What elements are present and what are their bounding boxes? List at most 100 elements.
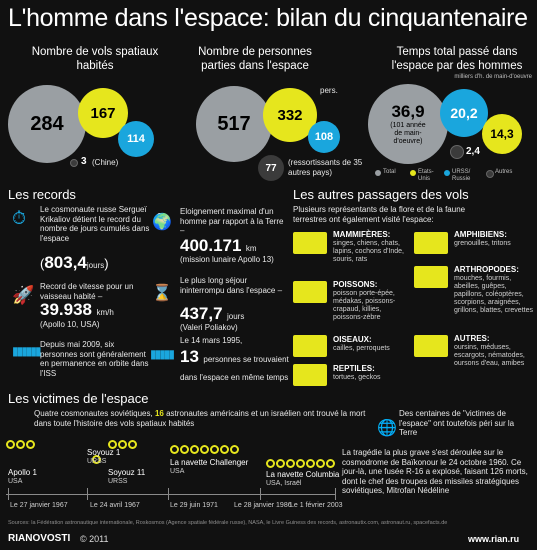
victims-side-text: La tragédie la plus grave s'est déroulée… <box>342 448 528 495</box>
record-stay-note: (Valeri Poliakov) <box>180 323 238 332</box>
event-columbia-name: La navette Columbia <box>266 470 340 479</box>
crew-icon: ▮▮▮▮▮ <box>150 347 175 361</box>
timeline-tick <box>87 488 88 500</box>
event-challenger-date: Le 28 janvier 1986 <box>234 502 292 509</box>
victims-intro-b: astronautes américains et un israélien o… <box>34 409 366 428</box>
victim-marker <box>190 445 199 454</box>
col1-total-circle: 284 <box>8 85 86 163</box>
victim-marker <box>16 440 25 449</box>
victims-intro: Quatre cosmonautes soviétiques, 16 astro… <box>34 409 374 428</box>
records-heading: Les records <box>8 187 76 202</box>
record-speed-value: 39.938 <box>40 300 92 319</box>
passenger-mammals-text: singes, chiens, chats, lapins, cochons d… <box>333 240 404 263</box>
footer-site-link[interactable]: www.rian.ru <box>468 534 520 544</box>
insect-icon <box>414 266 448 288</box>
record-crowd-value: 13 <box>180 347 199 366</box>
record-stay: 437,7 jours <box>180 304 244 324</box>
victim-marker <box>6 440 15 449</box>
timeline-tick <box>260 488 261 500</box>
timeline-tick <box>8 488 9 500</box>
victim-marker <box>170 445 179 454</box>
passenger-fish-text: poisson porte-épée, médakas, poissons-cr… <box>333 290 396 321</box>
victim-marker <box>220 445 229 454</box>
record-crowd-text2: personnes se trouvaient dans l'espace en… <box>180 355 289 382</box>
victim-marker <box>118 440 127 449</box>
col3-usa-value: 14,3 <box>490 127 514 141</box>
record-distance-text: Eloignement maximal d'un homme par rappo… <box>180 207 284 235</box>
rocket-icon: 🚀 <box>12 285 35 305</box>
passenger-birds-text: cailles, perroquets <box>333 345 390 352</box>
legend-autres-swatch <box>486 170 494 178</box>
victim-marker <box>296 459 305 468</box>
col3-urss-circle: 20,2 <box>440 89 488 137</box>
stopwatch-icon: ⏱ <box>12 208 27 228</box>
record-distance-value: 400.171 <box>180 236 242 255</box>
col1-usa-circle: 167 <box>78 88 128 138</box>
passenger-other-text: oursins, méduses, escargots, nématodes, … <box>454 344 525 367</box>
timeline-axis <box>6 494 336 495</box>
col3-total-value: 36,9 <box>391 102 425 121</box>
victim-marker <box>210 445 219 454</box>
footer-brand: RIANOVOSTI <box>8 533 71 544</box>
passengers-intro: Plusieurs représentants de la flore et d… <box>293 205 466 224</box>
legend-autres-label: Autres <box>495 169 513 175</box>
col1-other-value: 3 <box>81 156 87 167</box>
hourglass-icon: ⌛ <box>152 285 172 302</box>
record-days-value: 803,4 <box>44 253 87 272</box>
globe-icon: 🌐 <box>377 420 397 437</box>
event-soyuz1-country: URSS <box>87 458 107 465</box>
event-apollo1-country: USA <box>8 478 23 485</box>
legend-usa-label: Etats-Unis <box>418 169 434 182</box>
earth-moon-icon: 🌍 <box>152 214 172 231</box>
footer-year: © 2011 <box>80 534 109 544</box>
record-speed-text: Record de vitesse pour un vaisseau habit… <box>40 282 134 301</box>
record-days: (803,4jours) <box>40 253 109 272</box>
col1-total-value: 284 <box>30 112 64 135</box>
col2-other-note: (ressortissants de 35 autres pays) <box>288 158 363 177</box>
passenger-amphibians-text: grenouilles, tritons <box>454 240 511 247</box>
col3-total-circle: 36,9 (101 année de main-d'oeuvre) <box>368 84 448 164</box>
col2-usa-unit: pers. <box>320 86 338 95</box>
col1-urss-circle: 114 <box>118 121 154 157</box>
victim-marker <box>200 445 209 454</box>
passenger-birds-title: OISEAUX: <box>333 335 372 344</box>
victim-marker <box>306 459 315 468</box>
col2-usa-value: 332 <box>277 106 303 124</box>
people-icon: ▮▮▮▮▮▮ <box>12 344 42 358</box>
passenger-reptiles-title: REPTILES: <box>333 364 375 373</box>
col2-usa-circle: 332 <box>263 88 317 142</box>
record-crowd: 13 personnes se trouvaient dans l'espace… <box>180 347 290 385</box>
passenger-amphibians-title: AMPHIBIENS: <box>454 230 507 239</box>
frog-icon <box>414 232 448 254</box>
record-days-text: Le cosmonaute russe Sergueï Krikaliov dé… <box>40 205 150 243</box>
victim-marker <box>316 459 325 468</box>
victim-marker <box>108 440 117 449</box>
col2-other-circle: 77 <box>258 155 284 181</box>
event-soyuz1-date: Le 24 avril 1967 <box>90 502 140 509</box>
turtle-icon <box>293 364 327 386</box>
victim-marker <box>26 440 35 449</box>
victim-marker <box>128 440 137 449</box>
legend-usa-swatch <box>410 170 416 176</box>
col2-total-value: 517 <box>217 112 251 135</box>
fish-icon <box>293 281 327 303</box>
legend-urss-label: URSS/ Russie <box>452 169 471 182</box>
victims-side-note: Des centaines de "victimes de l'espace" … <box>399 409 515 437</box>
passenger-other-title: AUTRES: <box>454 334 490 343</box>
record-stay-unit: jours <box>227 312 245 321</box>
victim-marker <box>276 459 285 468</box>
col3-heading: Temps total passé dans l'espace par des … <box>391 46 523 72</box>
col1-usa-value: 167 <box>90 104 116 122</box>
dog-icon <box>293 232 327 254</box>
bird-icon <box>293 335 327 357</box>
victim-marker <box>286 459 295 468</box>
col3-other-value: 2,4 <box>466 146 480 157</box>
record-iss-text: Depuis mai 2009, six personnes sont géné… <box>40 340 149 378</box>
record-stay-text: Le plus long séjour ininterrompu dans l'… <box>180 276 283 295</box>
victims-intro-num: 16 <box>154 409 164 418</box>
passenger-arthropods-text: mouches, fourmis, abeilles, guêpes, papi… <box>454 275 533 314</box>
col3-usa-circle: 14,3 <box>482 114 522 154</box>
passenger-fish-title: POISSONS: <box>333 280 378 289</box>
event-columbia-country: USA, Israël <box>266 480 302 487</box>
event-soyuz1-name: Soyouz 1 <box>87 448 121 457</box>
